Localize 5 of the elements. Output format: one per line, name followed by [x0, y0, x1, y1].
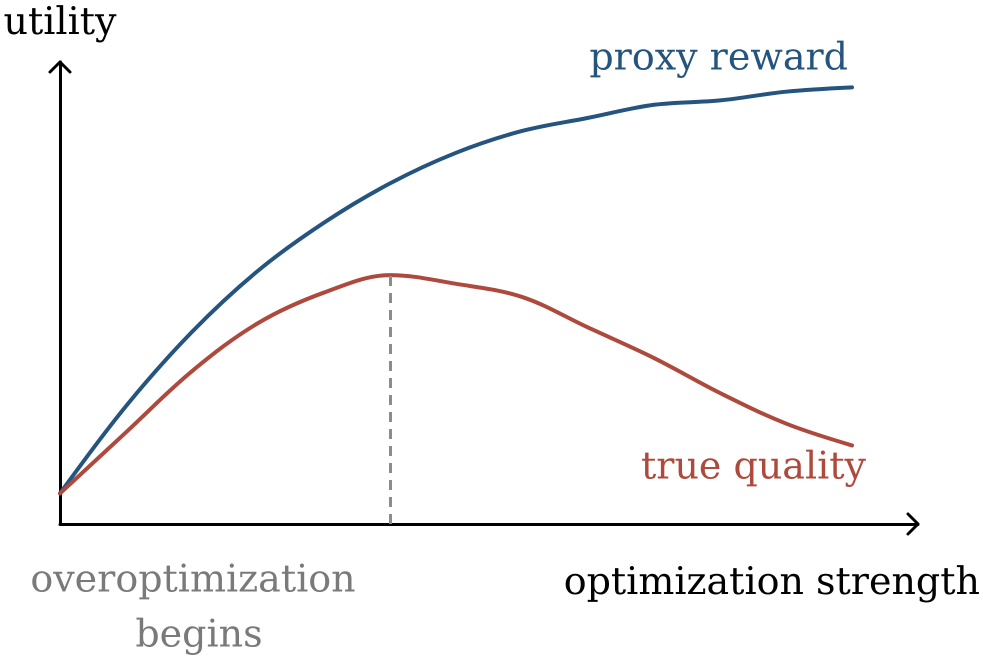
- series-label: proxy reward: [589, 34, 848, 78]
- text: overoptimization begins: [30, 556, 368, 656]
- series-label: true quality: [641, 443, 867, 488]
- y-axis-title: utility: [4, 0, 117, 43]
- x-axis-title: optimization strength: [564, 559, 980, 603]
